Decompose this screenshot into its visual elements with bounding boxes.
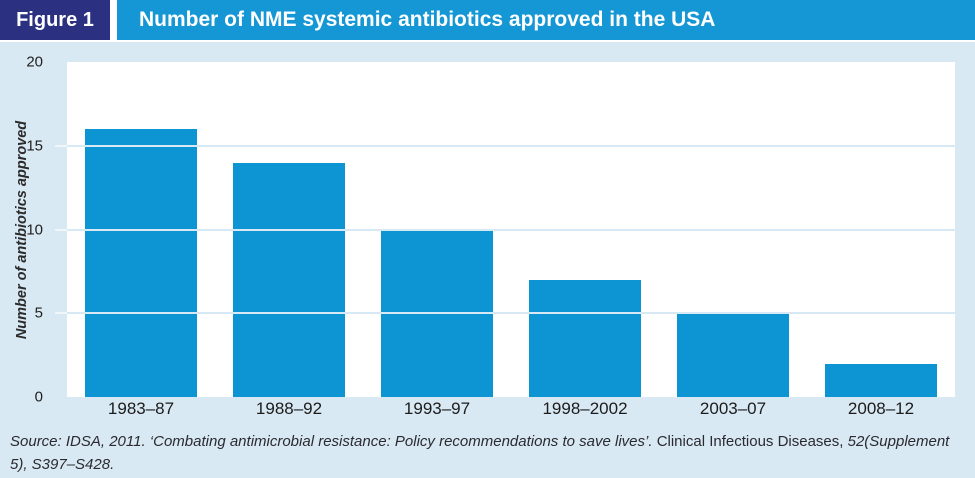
bar-slot <box>807 62 955 397</box>
x-tick-label: 1983–87 <box>107 399 175 418</box>
x-tick-label: 2008–12 <box>847 399 915 418</box>
chart-panel: Number of antibiotics approved 0 5 10 15 20 … <box>0 42 975 478</box>
figure-title: Number of NME systemic antibiotics appro… <box>117 0 975 40</box>
bar <box>528 279 642 397</box>
x-tick-label: 1993–97 <box>403 399 471 418</box>
bar <box>84 129 198 397</box>
y-tick-label: 20 <box>26 53 43 71</box>
y-tick-label: 5 <box>34 304 43 322</box>
bar <box>232 162 346 397</box>
x-tick-label: 2003–07 <box>699 399 767 418</box>
gridline <box>67 312 955 315</box>
y-tick-mark <box>55 312 67 315</box>
y-tick-mark <box>55 228 67 231</box>
source-note: Source: IDSA, 2011. ‘Combating antimicro… <box>10 430 962 477</box>
y-tick-label: 0 <box>34 388 43 406</box>
figure-number-label: Figure 1 <box>0 0 110 40</box>
y-tick-mark <box>55 144 67 147</box>
plot-area <box>55 62 955 397</box>
bar <box>676 313 790 397</box>
gridline <box>67 228 955 231</box>
x-axis-labels: 1983–87 1988–92 1993–97 1998–2002 2003–07 200… <box>67 399 955 425</box>
source-text-journal: Clinical Infectious Diseases, <box>656 433 844 450</box>
bar-slot <box>511 62 659 397</box>
bars-row <box>67 62 955 397</box>
bar-slot <box>215 62 363 397</box>
x-tick-label: 1998–2002 <box>542 399 628 418</box>
bar-slot <box>67 62 215 397</box>
source-text-italic-1: Source: IDSA, 2011. ‘Combating antimicro… <box>10 433 657 450</box>
y-tick-label: 15 <box>26 137 43 155</box>
bar-slot <box>659 62 807 397</box>
y-axis-ticks: 0 5 10 15 20 <box>0 54 55 406</box>
x-tick-label: 1988–92 <box>255 399 323 418</box>
gridline <box>67 144 955 147</box>
source-text-italic-2: 52(Supplement 5), S397–S428. <box>10 433 950 474</box>
y-tick-label: 10 <box>26 221 43 238</box>
bar <box>824 363 938 397</box>
